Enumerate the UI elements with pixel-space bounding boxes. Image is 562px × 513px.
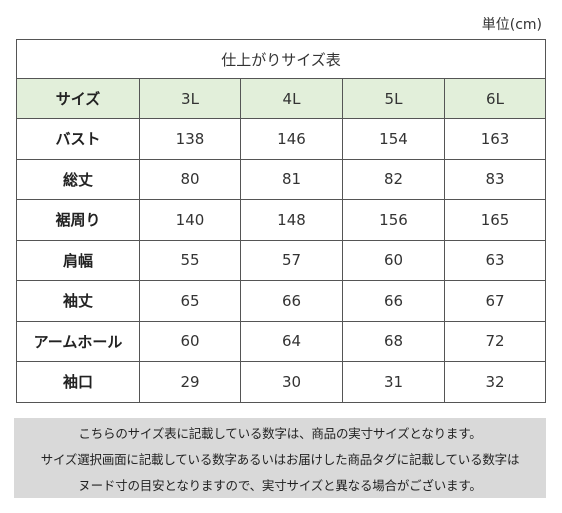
table-cell: 80 bbox=[139, 158, 241, 200]
table-cell: 148 bbox=[240, 199, 343, 241]
size-header-6l: 6L bbox=[443, 78, 547, 119]
table-cell: 140 bbox=[139, 199, 241, 241]
table-cell: 138 bbox=[139, 118, 241, 160]
table-row-armhole: アームホール 60 64 68 72 bbox=[16, 320, 547, 362]
row-label: 肩幅 bbox=[16, 239, 140, 281]
table-cell: 30 bbox=[240, 361, 343, 403]
row-label: 袖口 bbox=[16, 361, 140, 403]
table-row-hem: 裾周り 140 148 156 165 bbox=[16, 199, 547, 241]
table-cell: 165 bbox=[443, 199, 547, 241]
table-cell: 66 bbox=[342, 280, 445, 322]
row-label: 袖丈 bbox=[16, 280, 140, 322]
table-cell: 55 bbox=[139, 239, 241, 281]
table-cell: 67 bbox=[443, 280, 547, 322]
size-header-label: サイズ bbox=[16, 78, 140, 119]
table-cell: 60 bbox=[342, 239, 445, 281]
table-title-row: 仕上がりサイズ表 bbox=[15, 39, 547, 79]
note-line: ヌード寸の目安となりますので、実寸サイズと異なる場合がございます。 bbox=[78, 478, 482, 493]
row-label: アームホール bbox=[16, 320, 140, 362]
table-cell: 83 bbox=[443, 158, 547, 200]
size-header-3l: 3L bbox=[139, 78, 241, 119]
table-cell: 156 bbox=[342, 199, 445, 241]
table-cell: 60 bbox=[139, 320, 241, 362]
table-cell: 31 bbox=[342, 361, 445, 403]
table-cell: 154 bbox=[342, 118, 445, 160]
note-line: こちらのサイズ表に記載している数字は、商品の実寸サイズとなります。 bbox=[78, 426, 482, 441]
table-cell: 163 bbox=[443, 118, 547, 160]
note-line: サイズ選択画面に記載している数字あるいはお届けした商品タグに記載している数字は bbox=[40, 452, 520, 467]
table-header-row: サイズ 3L 4L 5L 6L bbox=[16, 78, 547, 119]
table-row-sleeve: 袖丈 65 66 66 67 bbox=[16, 280, 547, 322]
table-row-bust: バスト 138 146 154 163 bbox=[16, 118, 547, 160]
table-row-length: 総丈 80 81 82 83 bbox=[16, 158, 547, 200]
size-table: 仕上がりサイズ表 サイズ 3L 4L 5L 6L バスト 138 146 154… bbox=[15, 39, 547, 403]
table-cell: 64 bbox=[240, 320, 343, 362]
table-cell: 65 bbox=[139, 280, 241, 322]
table-cell: 68 bbox=[342, 320, 445, 362]
row-label: 総丈 bbox=[16, 158, 140, 200]
row-label: バスト bbox=[16, 118, 140, 160]
unit-label: 単位(cm) bbox=[481, 17, 542, 33]
table-cell: 32 bbox=[443, 361, 547, 403]
size-note: こちらのサイズ表に記載している数字は、商品の実寸サイズとなります。 サイズ選択画… bbox=[14, 418, 546, 498]
size-header-5l: 5L bbox=[342, 78, 445, 119]
table-cell: 57 bbox=[240, 239, 343, 281]
row-label: 裾周り bbox=[16, 199, 140, 241]
table-row-shoulder: 肩幅 55 57 60 63 bbox=[16, 239, 547, 281]
table-cell: 146 bbox=[240, 118, 343, 160]
size-header-4l: 4L bbox=[240, 78, 343, 119]
table-row-cuff: 袖口 29 30 31 32 bbox=[16, 361, 547, 403]
table-cell: 29 bbox=[139, 361, 241, 403]
table-cell: 72 bbox=[443, 320, 547, 362]
table-cell: 63 bbox=[443, 239, 547, 281]
table-cell: 81 bbox=[240, 158, 343, 200]
table-title: 仕上がりサイズ表 bbox=[15, 39, 547, 79]
table-cell: 66 bbox=[240, 280, 343, 322]
table-cell: 82 bbox=[342, 158, 445, 200]
